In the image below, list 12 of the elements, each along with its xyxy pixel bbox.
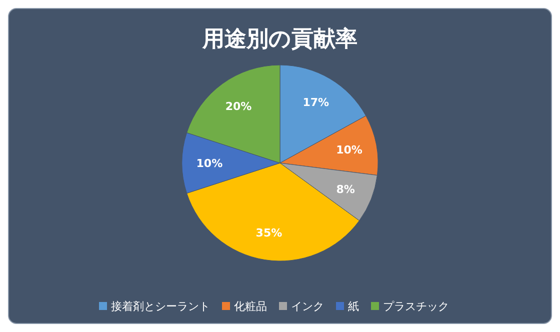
legend-label: プラスチック [383,300,449,313]
data-label: 17% [302,96,330,110]
chart-title: 用途別の貢献率 [202,26,358,52]
legend-label: 紙 [348,300,359,313]
data-label: 35% [256,226,282,240]
legend-label: 接着剤とシーラント [111,300,210,313]
data-label: 10% [336,144,362,157]
legend-label: インク [291,300,324,313]
data-label: 10% [196,156,223,170]
data-label: 20% [225,100,252,113]
data-label: 8% [336,182,355,196]
legend-label: 化粧品 [234,300,267,313]
